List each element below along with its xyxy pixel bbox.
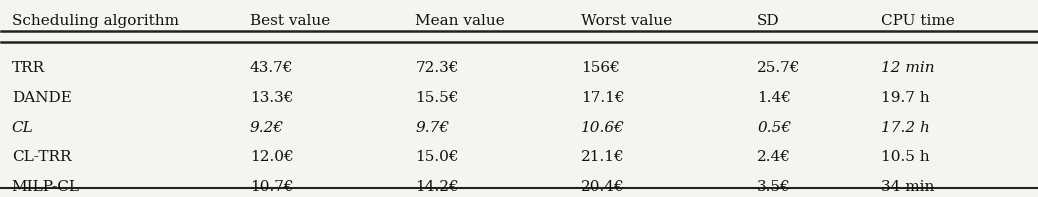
Text: 20.4€: 20.4€	[581, 180, 625, 194]
Text: 14.2€: 14.2€	[415, 180, 459, 194]
Text: 72.3€: 72.3€	[415, 61, 459, 75]
Text: 0.5€: 0.5€	[757, 121, 791, 135]
Text: 9.2€: 9.2€	[250, 121, 284, 135]
Text: MILP-CL: MILP-CL	[11, 180, 80, 194]
Text: Scheduling algorithm: Scheduling algorithm	[11, 14, 179, 28]
Text: DANDE: DANDE	[11, 91, 72, 105]
Text: CL-TRR: CL-TRR	[11, 151, 72, 164]
Text: 10.6€: 10.6€	[581, 121, 625, 135]
Text: Worst value: Worst value	[581, 14, 673, 28]
Text: 12.0€: 12.0€	[250, 151, 294, 164]
Text: Mean value: Mean value	[415, 14, 506, 28]
Text: 12 min: 12 min	[881, 61, 935, 75]
Text: 21.1€: 21.1€	[581, 151, 625, 164]
Text: 1.4€: 1.4€	[757, 91, 791, 105]
Text: 17.1€: 17.1€	[581, 91, 625, 105]
Text: 34 min: 34 min	[881, 180, 934, 194]
Text: 19.7 h: 19.7 h	[881, 91, 930, 105]
Text: CL: CL	[11, 121, 33, 135]
Text: CPU time: CPU time	[881, 14, 955, 28]
Text: 15.0€: 15.0€	[415, 151, 459, 164]
Text: 25.7€: 25.7€	[757, 61, 800, 75]
Text: 2.4€: 2.4€	[757, 151, 791, 164]
Text: 43.7€: 43.7€	[250, 61, 293, 75]
Text: 10.5 h: 10.5 h	[881, 151, 930, 164]
Text: 13.3€: 13.3€	[250, 91, 293, 105]
Text: TRR: TRR	[11, 61, 45, 75]
Text: 17.2 h: 17.2 h	[881, 121, 930, 135]
Text: 156€: 156€	[581, 61, 620, 75]
Text: SD: SD	[757, 14, 780, 28]
Text: 10.7€: 10.7€	[250, 180, 294, 194]
Text: 3.5€: 3.5€	[757, 180, 791, 194]
Text: Best value: Best value	[250, 14, 330, 28]
Text: 9.7€: 9.7€	[415, 121, 449, 135]
Text: 15.5€: 15.5€	[415, 91, 459, 105]
